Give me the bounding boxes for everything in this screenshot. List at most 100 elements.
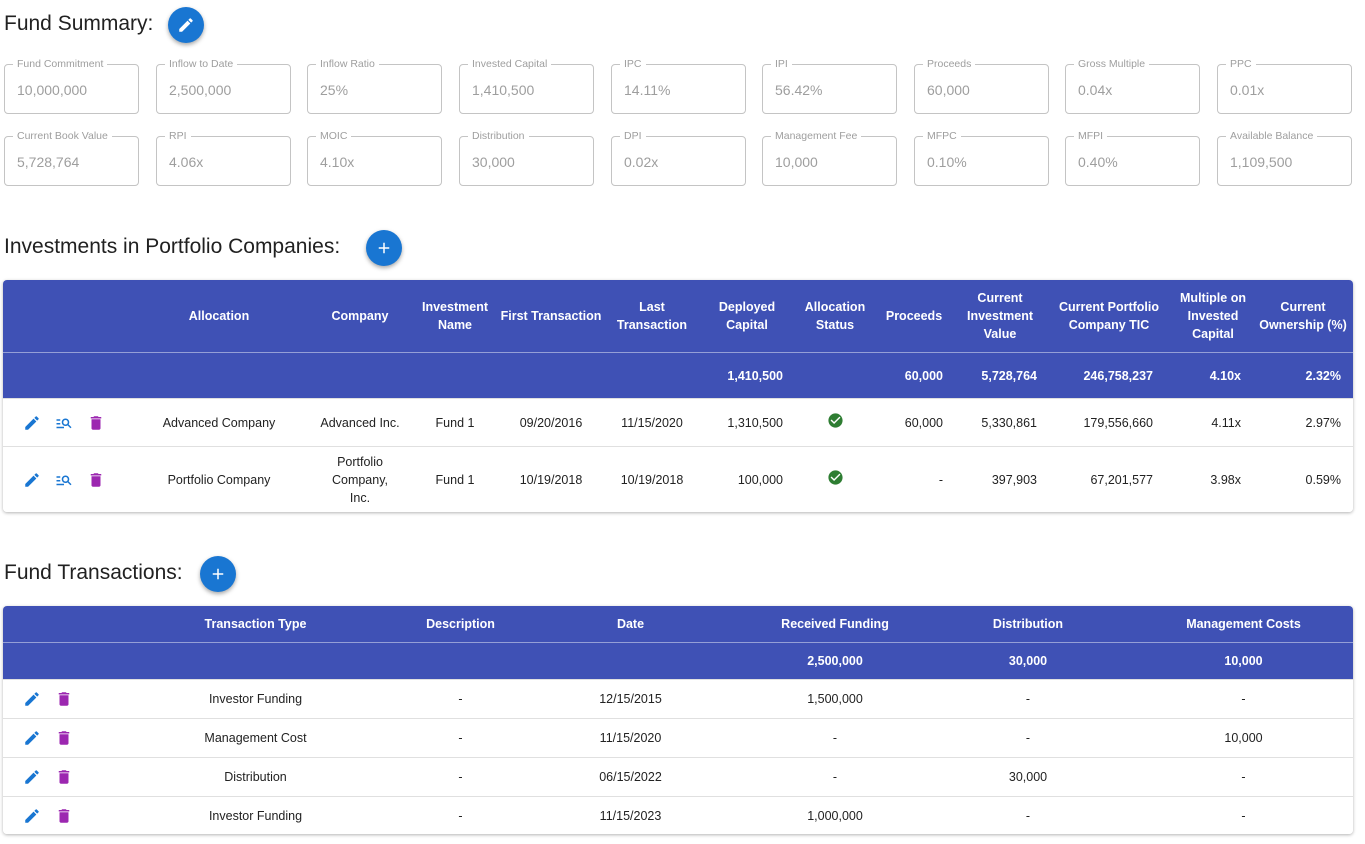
edit-icon[interactable]: [23, 807, 41, 825]
row-actions: [3, 768, 103, 786]
add-investment-button[interactable]: [366, 230, 402, 266]
plus-icon: [212, 568, 224, 580]
distribution-cell: 30,000: [1008, 770, 1048, 784]
proceeds-cell: -: [938, 472, 943, 487]
available-balance-field[interactable]: Available Balance 1,109,500: [1217, 130, 1352, 186]
date-header[interactable]: Date: [616, 617, 645, 631]
current-portfolio-tic-header[interactable]: Current Portfolio Company TIC: [1059, 300, 1159, 332]
edit-fund-summary-button[interactable]: [168, 7, 204, 43]
row-actions: [3, 807, 103, 825]
total-deployed-capital: 1,410,500: [727, 368, 783, 383]
gross-multiple-field[interactable]: Gross Multiple 0.04x: [1065, 58, 1200, 114]
total-proceeds: 60,000: [904, 368, 943, 383]
edit-icon[interactable]: [23, 414, 41, 432]
pencil-icon: [179, 18, 193, 32]
company-cell: Portfolio Company, Inc.: [331, 454, 389, 505]
edit-icon[interactable]: [23, 768, 41, 786]
description-cell: -: [458, 692, 463, 706]
deployed-capital-cell: 100,000: [737, 472, 783, 487]
row-actions: [3, 729, 103, 747]
edit-icon[interactable]: [23, 729, 41, 747]
dpi-field[interactable]: DPI 0.02x: [611, 130, 746, 186]
ipc-field[interactable]: IPC 14.11%: [611, 58, 746, 114]
first-transaction-cell: 09/20/2016: [519, 415, 583, 430]
received-funding-header[interactable]: Received Funding: [781, 617, 889, 631]
multiple-cell: 4.11x: [1211, 415, 1241, 430]
investment-name-cell: Fund 1: [435, 472, 475, 487]
distribution-cell: -: [1025, 692, 1031, 706]
current-book-value-field[interactable]: Current Book Value 5,728,764: [4, 130, 139, 186]
invested-capital-field[interactable]: Invested Capital 1,410,500: [459, 58, 594, 114]
management-fee-field[interactable]: Management Fee 10,000: [762, 130, 897, 186]
inflow-to-date-field[interactable]: Inflow to Date 2,500,000: [156, 58, 291, 114]
ppc-field[interactable]: PPC 0.01x: [1217, 58, 1352, 114]
delete-icon[interactable]: [55, 690, 73, 708]
transaction-type-cell: Distribution: [224, 770, 287, 784]
distribution-cell: -: [1025, 808, 1031, 823]
transaction-type-header[interactable]: Transaction Type: [204, 617, 307, 631]
multiple-header[interactable]: Multiple on Invested Capital: [1180, 291, 1246, 341]
current-portfolio-tic-cell: 179,556,660: [1083, 415, 1153, 430]
company-header[interactable]: Company: [331, 309, 389, 323]
allocation-status-cell: [797, 469, 873, 491]
total-multiple: 4.10x: [1209, 368, 1241, 383]
transactions-title: Fund Transactions:: [4, 561, 183, 585]
inflow-ratio-field[interactable]: Inflow Ratio 25%: [307, 58, 442, 114]
management-costs-cell: -: [1241, 692, 1246, 706]
delete-icon[interactable]: [87, 471, 105, 489]
distribution-field[interactable]: Distribution 30,000: [459, 130, 594, 186]
management-costs-header[interactable]: Management Costs: [1186, 617, 1301, 631]
current-investment-value-cell: 5,330,861: [981, 415, 1037, 430]
delete-icon[interactable]: [87, 414, 105, 432]
rpi-field[interactable]: RPI 4.06x: [156, 130, 291, 186]
moic-field[interactable]: MOIC 4.10x: [307, 130, 442, 186]
distribution-header[interactable]: Distribution: [992, 617, 1064, 631]
ipi-field[interactable]: IPI 56.42%: [762, 58, 897, 114]
date-cell: 12/15/2015: [599, 692, 662, 706]
deployed-capital-cell: 1,310,500: [727, 415, 783, 430]
transaction-type-cell: Investor Funding: [208, 808, 303, 823]
received-funding-cell: 1,500,000: [807, 692, 863, 706]
edit-icon[interactable]: [23, 690, 41, 708]
investment-name-cell: Fund 1: [435, 415, 475, 430]
transaction-type-cell: Management Cost: [204, 731, 307, 745]
investment-name-header[interactable]: Investment Name: [422, 300, 488, 332]
delete-icon[interactable]: [55, 768, 73, 786]
last-transaction-cell: 11/15/2020: [621, 415, 683, 430]
total-current-portfolio-tic: 246,758,237: [1083, 368, 1153, 383]
table-row: Management Cost - 11/15/2020 - - 10,000: [3, 718, 1353, 757]
proceeds-field[interactable]: Proceeds 60,000: [914, 58, 1049, 114]
description-cell: -: [458, 731, 463, 745]
mfpc-field[interactable]: MFPC 0.10%: [914, 130, 1049, 186]
description-cell: -: [458, 808, 463, 823]
first-transaction-header[interactable]: First Transaction: [500, 309, 602, 323]
date-cell: 11/15/2020: [599, 731, 662, 745]
investments-title: Investments in Portfolio Companies:: [4, 235, 340, 259]
view-details-icon[interactable]: [55, 414, 73, 432]
management-costs-cell: 10,000: [1224, 731, 1263, 745]
ownership-header[interactable]: Current Ownership (%): [1259, 300, 1347, 332]
add-transaction-button[interactable]: [200, 556, 236, 592]
allocation-header[interactable]: Allocation: [188, 309, 250, 323]
delete-icon[interactable]: [55, 729, 73, 747]
proceeds-header[interactable]: Proceeds: [885, 309, 943, 323]
view-details-icon[interactable]: [55, 471, 73, 489]
mfpi-field[interactable]: MFPI 0.40%: [1065, 130, 1200, 186]
delete-icon[interactable]: [55, 807, 73, 825]
transactions-title-text: Fund Transactions:: [4, 561, 183, 584]
current-investment-value-header[interactable]: Current Investment Value: [967, 291, 1033, 341]
allocation-status-header[interactable]: Allocation Status: [804, 300, 866, 332]
total-received-funding: 2,500,000: [807, 654, 863, 668]
company-cell: Advanced Inc.: [320, 415, 400, 430]
description-header[interactable]: Description: [426, 617, 495, 631]
edit-icon[interactable]: [23, 471, 41, 489]
row-actions: [3, 471, 133, 489]
deployed-capital-header[interactable]: Deployed Capital: [718, 300, 776, 332]
check-circle-icon: [827, 412, 843, 428]
fund-commitment-field[interactable]: Fund Commitment 10,000,000: [4, 58, 139, 114]
table-row: Distribution - 06/15/2022 - 30,000 -: [3, 757, 1353, 796]
total-distribution: 30,000: [1008, 654, 1048, 668]
last-transaction-header[interactable]: Last Transaction: [616, 300, 688, 332]
investments-header-row: Allocation Company Investment Name First…: [3, 280, 1353, 352]
table-row: Advanced Company Advanced Inc. Fund 1 09…: [3, 398, 1353, 446]
